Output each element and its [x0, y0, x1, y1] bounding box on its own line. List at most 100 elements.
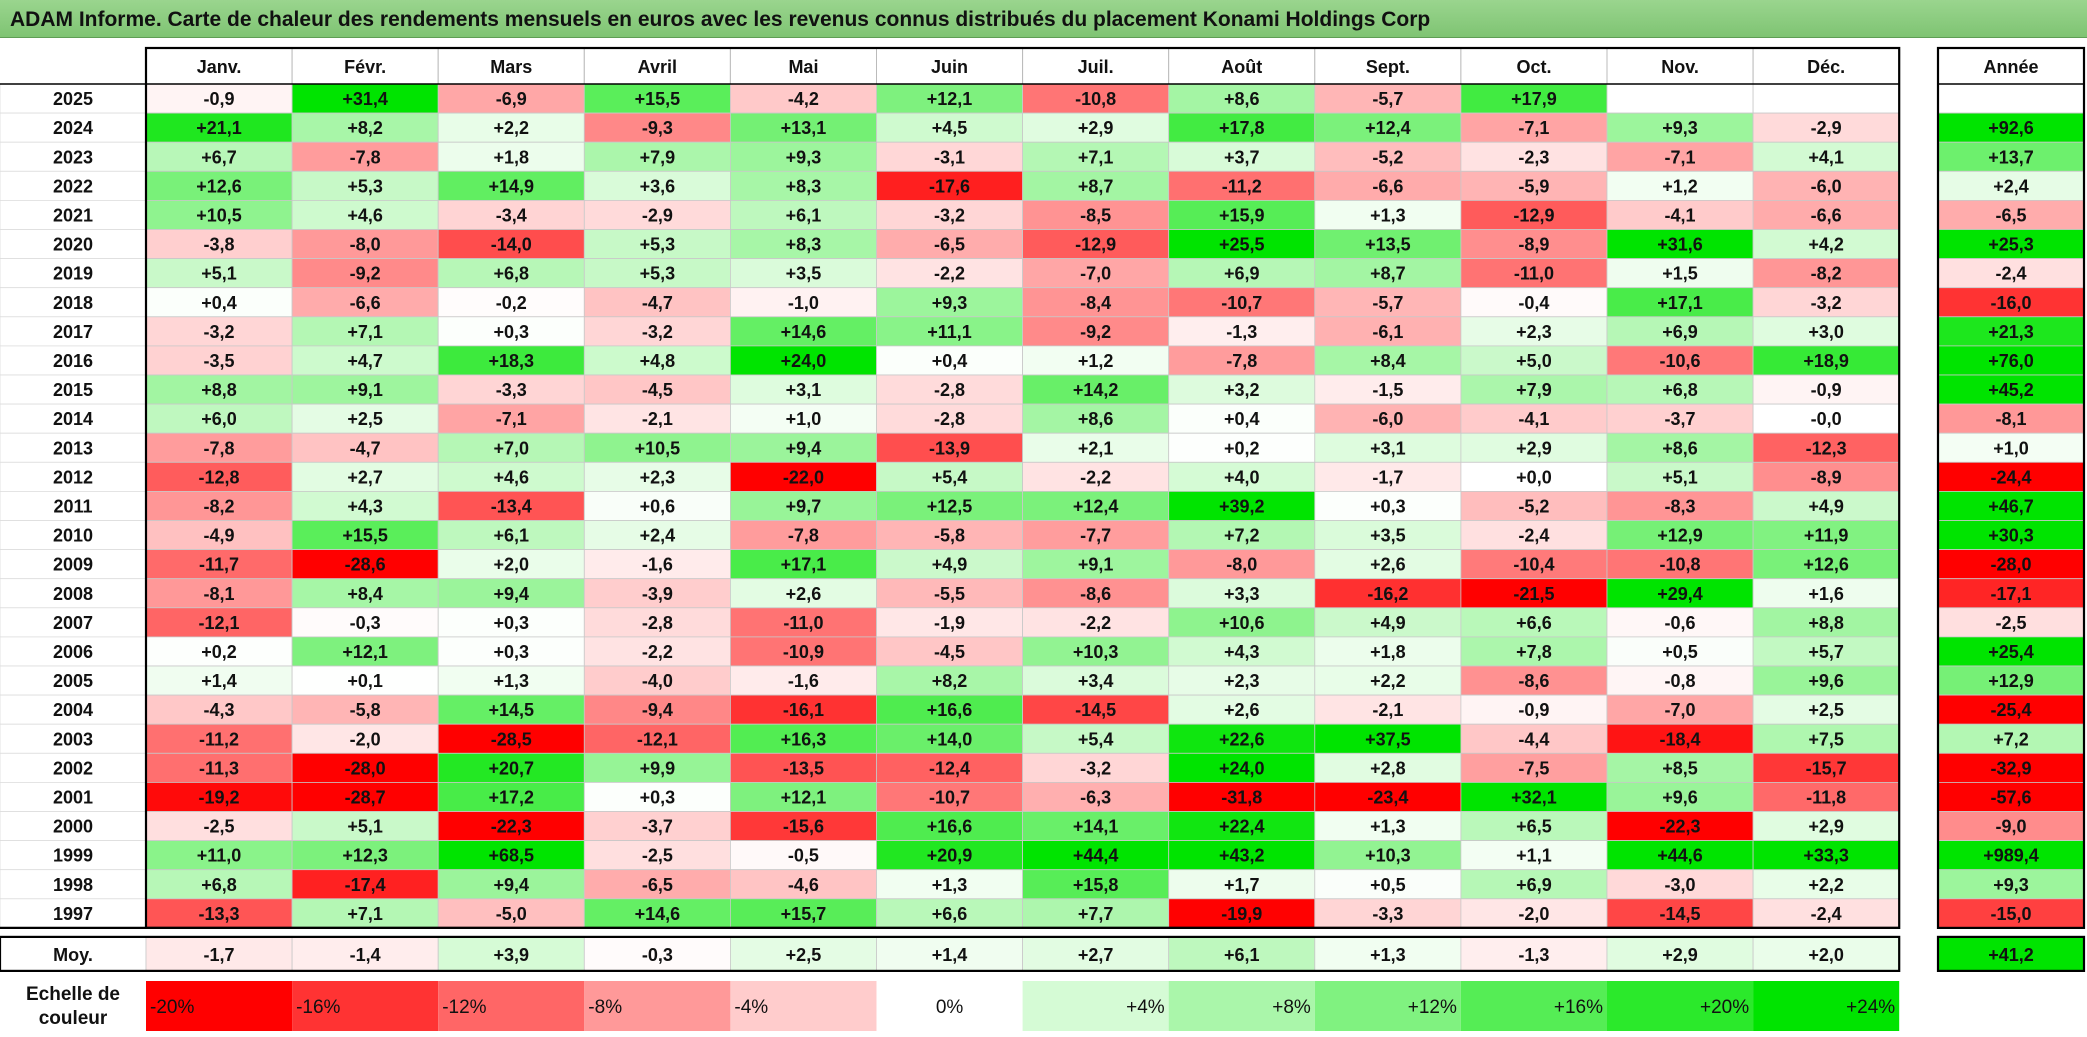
heat-cell-value: -19,9	[1221, 904, 1262, 924]
scale-swatch-label: +4%	[1126, 997, 1165, 1018]
heat-cell-value: -0,4	[1518, 293, 1549, 313]
annual-cell-value: +12,9	[1988, 671, 2034, 691]
heat-cell-value: +6,8	[1662, 380, 1698, 400]
heat-cell-value: +1,3	[932, 875, 968, 895]
year-label: 2020	[53, 235, 93, 255]
heat-cell-value: -2,4	[1518, 526, 1549, 546]
heat-cell-value: +44,6	[1657, 846, 1703, 866]
annual-cell	[1937, 83, 2085, 114]
heat-cell-value: +1,5	[1662, 264, 1698, 284]
heat-cell-value: -2,2	[934, 264, 965, 284]
heat-cell-value: -3,2	[1811, 293, 1842, 313]
heat-cell-value: -3,8	[204, 235, 235, 255]
heat-cell-value: +6,1	[493, 526, 529, 546]
heat-cell-value: -13,5	[783, 758, 824, 778]
heat-cell-value: -4,5	[642, 380, 673, 400]
heat-cell-value: -8,4	[1080, 293, 1111, 313]
heat-cell	[1752, 811, 1900, 842]
heat-cell	[1460, 374, 1608, 405]
heat-cell-value: +18,9	[1803, 351, 1849, 371]
heat-cell	[1460, 258, 1608, 289]
heat-cell-value: +13,5	[1365, 235, 1411, 255]
heat-cell-value: -15,7	[1806, 758, 1847, 778]
heat-cell-value: +0,4	[1224, 409, 1260, 429]
heat-cell	[876, 490, 1024, 521]
heat-cell	[1752, 403, 1900, 434]
heat-cell	[291, 520, 439, 551]
heat-cell	[876, 869, 1024, 900]
heat-cell	[291, 432, 439, 463]
heat-cell-value: +0,5	[1662, 642, 1698, 662]
annual-cell	[1937, 403, 2085, 434]
heat-cell-value: +32,1	[1511, 787, 1557, 807]
heat-cell-value: +29,4	[1657, 584, 1703, 604]
heat-cell-value: +1,0	[786, 409, 822, 429]
heat-cell-value: -0,6	[1665, 613, 1696, 633]
heat-cell-value: +14,9	[488, 176, 534, 196]
heat-cell	[876, 694, 1024, 725]
heat-cell-value: +15,5	[342, 526, 388, 546]
heat-cell	[1606, 345, 1754, 376]
scale-swatch-label: +24%	[1846, 997, 1895, 1018]
heat-cell	[1314, 840, 1462, 871]
heat-cell-value: -5,2	[1372, 147, 1403, 167]
heat-cell-value: -3,0	[1665, 875, 1696, 895]
year-label: 2012	[53, 467, 93, 487]
heat-cell	[1022, 607, 1170, 638]
heat-cell-value: +16,6	[927, 700, 973, 720]
heat-cell	[145, 258, 293, 289]
heat-cell	[583, 316, 731, 347]
year-label: 1997	[53, 904, 93, 924]
heat-cell-value: +2,2	[1370, 671, 1406, 691]
heat-cell-value: +12,6	[1803, 555, 1849, 575]
heat-cell-value: +7,9	[640, 147, 676, 167]
heat-cell	[1314, 83, 1462, 114]
heat-cell-value: -2,5	[204, 817, 235, 837]
heat-cell-value: +21,1	[196, 118, 242, 138]
annual-cell	[1937, 694, 2085, 725]
heat-cell-value: -4,9	[204, 526, 235, 546]
heat-cell-value: +9,1	[1078, 555, 1114, 575]
heat-cell-value: -12,1	[637, 729, 678, 749]
heat-cell-value: +0,3	[493, 322, 529, 342]
heat-cell	[1460, 316, 1608, 347]
heat-cell	[583, 898, 731, 929]
heat-cell	[876, 141, 1024, 172]
year-label: 2008	[53, 584, 93, 604]
heat-cell-value: -5,9	[1518, 176, 1549, 196]
annual-cell	[1937, 549, 2085, 580]
year-label: 2009	[53, 555, 93, 575]
heat-cell	[730, 840, 877, 871]
heat-cell-value: +4,3	[1224, 642, 1260, 662]
heat-cell-value: -2,1	[642, 409, 673, 429]
heat-cell	[730, 461, 877, 492]
heat-cell-value: +2,5	[347, 409, 383, 429]
month-header-label: Mars	[490, 57, 532, 77]
heat-cell	[1168, 432, 1316, 463]
heat-cell-value: +31,4	[342, 89, 388, 109]
heat-cell-value: +6,0	[201, 409, 237, 429]
heat-cell-value: -4,7	[642, 293, 673, 313]
heat-cell-value: +4,0	[1224, 467, 1260, 487]
heat-cell	[1752, 83, 1900, 114]
average-cell-value: +2,9	[1662, 945, 1698, 965]
heat-cell-value: +7,0	[493, 438, 529, 458]
heat-cell-value: +6,1	[786, 205, 822, 225]
year-label-cell	[0, 432, 147, 463]
heat-cell-value: +17,1	[781, 555, 827, 575]
heat-cell-value: +3,4	[1078, 671, 1114, 691]
heat-cell	[1460, 229, 1608, 260]
heat-cell	[1606, 840, 1754, 871]
heat-cell-value: -8,2	[1811, 264, 1842, 284]
heat-cell	[291, 549, 439, 580]
annual-cell	[1937, 112, 2085, 143]
heat-cell-value: +6,6	[932, 904, 968, 924]
heat-cell-value: -8,1	[204, 584, 235, 604]
average-cell-value: -1,7	[204, 945, 235, 965]
annual-cell	[1937, 258, 2085, 289]
heat-cell-value: +20,7	[488, 758, 534, 778]
annual-cell	[1937, 578, 2085, 609]
heat-cell-value: +2,8	[1370, 758, 1406, 778]
heat-cell	[730, 199, 877, 230]
heat-cell	[291, 316, 439, 347]
